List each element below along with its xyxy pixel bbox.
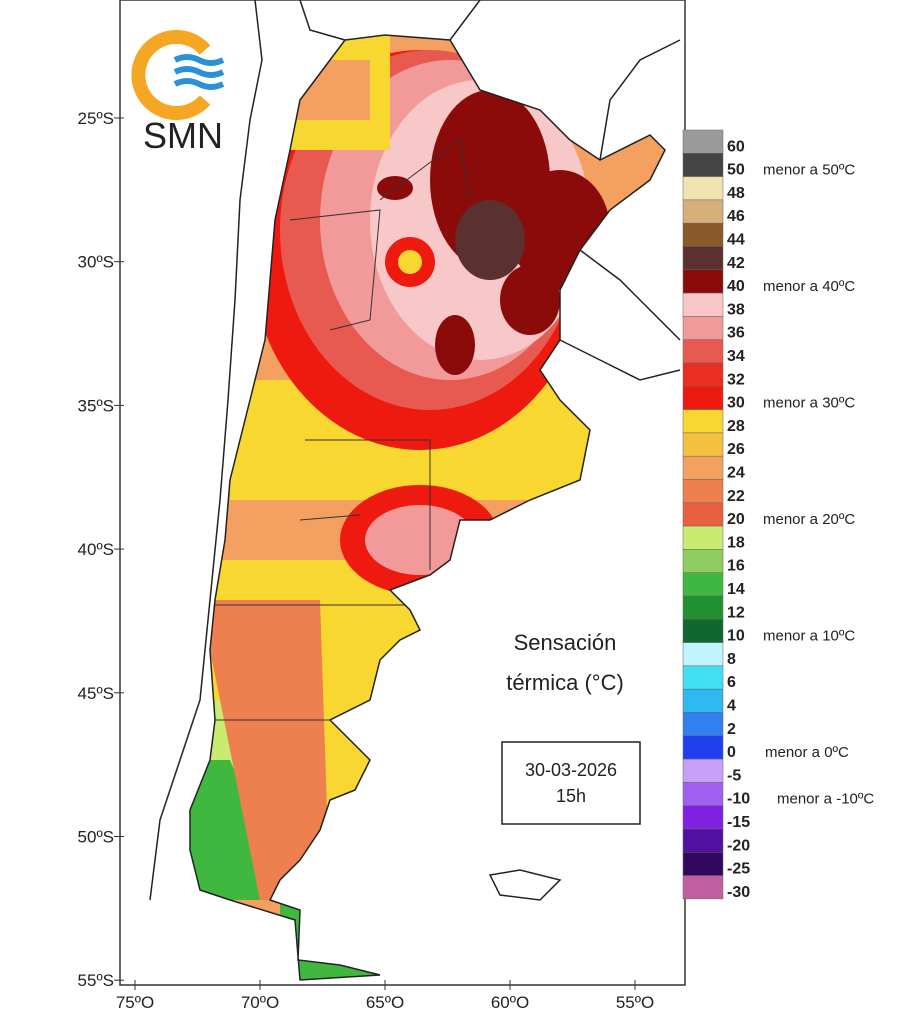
date-box: [501, 741, 641, 825]
legend-label: 36: [727, 325, 745, 342]
lon-label: 75ºO: [116, 993, 154, 1012]
legend-note: menor a 50ºC: [763, 162, 855, 179]
lon-label: 55ºO: [616, 993, 654, 1012]
legend-note: menor a 30ºC: [763, 395, 855, 412]
legend-swatch: [682, 479, 724, 504]
lon-label: 65ºO: [366, 993, 404, 1012]
legend-swatch: [682, 176, 724, 201]
legend-swatch: [682, 595, 724, 620]
legend-label: 38: [727, 301, 745, 318]
legend-label: 40: [727, 278, 745, 295]
legend-swatch: [682, 688, 724, 713]
legend-swatch: [682, 362, 724, 387]
legend-label: 50: [727, 162, 745, 179]
legend-label: 10: [727, 628, 745, 645]
lat-label: 35ºS: [78, 396, 114, 415]
legend-swatch: [682, 246, 724, 271]
legend-swatch: [682, 549, 724, 573]
legend-label: 8: [727, 651, 736, 668]
legend-swatch: [682, 525, 724, 550]
legend-label: 28: [727, 418, 745, 435]
legend-swatch: [682, 269, 724, 294]
legend-label: 20: [727, 511, 745, 528]
legend-label: 14: [727, 581, 745, 598]
legend-swatch: [682, 782, 724, 806]
lat-label: 55ºS: [78, 971, 114, 990]
legend-swatch: [682, 339, 724, 364]
legend-swatch: [682, 828, 724, 853]
legend-swatch: [682, 805, 724, 830]
legend-swatch: [682, 758, 724, 783]
legend-swatch: [682, 292, 724, 317]
legend-label: 42: [727, 255, 745, 272]
legend-swatch: [682, 619, 724, 643]
legend-label: 60: [727, 138, 745, 155]
logo-text: SMN: [143, 115, 223, 156]
legend-swatch: [682, 199, 724, 224]
legend-swatch: [682, 129, 724, 154]
lon-label: 70ºO: [241, 993, 279, 1012]
logo: SMN: [131, 30, 225, 156]
legend-swatch: [682, 409, 724, 434]
legend-label: 48: [727, 185, 745, 202]
legend-label: -15: [727, 814, 750, 831]
legend-swatch: [682, 386, 724, 410]
legend-swatch: [682, 642, 724, 667]
legend-label: 12: [727, 604, 745, 621]
lat-label: 45ºS: [78, 684, 114, 703]
country-outline: [189, 34, 666, 981]
legend-label: -20: [727, 837, 750, 854]
legend-label: 0: [727, 744, 736, 761]
date: 30-03-2026: [525, 760, 617, 780]
legend-swatch: [682, 153, 724, 177]
legend-label: -5: [727, 767, 741, 784]
legend-label: 4: [727, 698, 736, 715]
legend-note: menor a 40ºC: [763, 278, 855, 295]
legend-swatch: [682, 735, 724, 760]
legend-swatch: [682, 875, 724, 900]
lat-label: 50ºS: [78, 828, 114, 847]
legend-swatch: [682, 852, 724, 876]
legend-note: menor a 20ºC: [763, 511, 855, 528]
legend-swatch: [682, 222, 724, 247]
lat-label: 30ºS: [78, 253, 114, 272]
legend-label: 18: [727, 534, 745, 551]
borders: [149, 0, 681, 901]
legend-label: 46: [727, 208, 745, 225]
legend-label: 32: [727, 371, 745, 388]
legend-label: 22: [727, 488, 745, 505]
legend-label: 16: [727, 558, 745, 575]
legend-label: 24: [727, 465, 745, 482]
legend-label: 44: [727, 232, 745, 249]
legend-swatch: [682, 665, 724, 690]
legend-swatch: [682, 502, 724, 527]
legend-swatch: [682, 455, 724, 480]
legend-label: -30: [727, 884, 750, 901]
legend-label: 26: [727, 441, 745, 458]
legend-note: menor a 0ºC: [765, 744, 849, 761]
time: 15h: [556, 786, 586, 806]
map-title: Sensación: [514, 630, 617, 655]
legend-label: -10: [727, 791, 750, 808]
legend-swatch: [682, 432, 724, 457]
legend-label: 30: [727, 395, 745, 412]
lon-label: 60ºO: [491, 993, 529, 1012]
legend-label: 34: [727, 348, 745, 365]
legend-label: -25: [727, 861, 750, 878]
legend-swatch: [682, 572, 724, 597]
lat-label: 25ºS: [78, 109, 114, 128]
legend-note: menor a 10ºC: [763, 628, 855, 645]
map-title: térmica (°C): [506, 670, 624, 695]
legend-swatch: [682, 712, 724, 737]
legend-label: 2: [727, 721, 736, 738]
lat-label: 40ºS: [78, 540, 114, 559]
legend-label: 6: [727, 674, 736, 691]
legend-note: menor a -10ºC: [777, 791, 874, 808]
legend-swatch: [682, 316, 724, 340]
